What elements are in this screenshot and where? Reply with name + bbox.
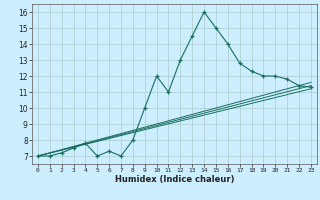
X-axis label: Humidex (Indice chaleur): Humidex (Indice chaleur) xyxy=(115,175,234,184)
